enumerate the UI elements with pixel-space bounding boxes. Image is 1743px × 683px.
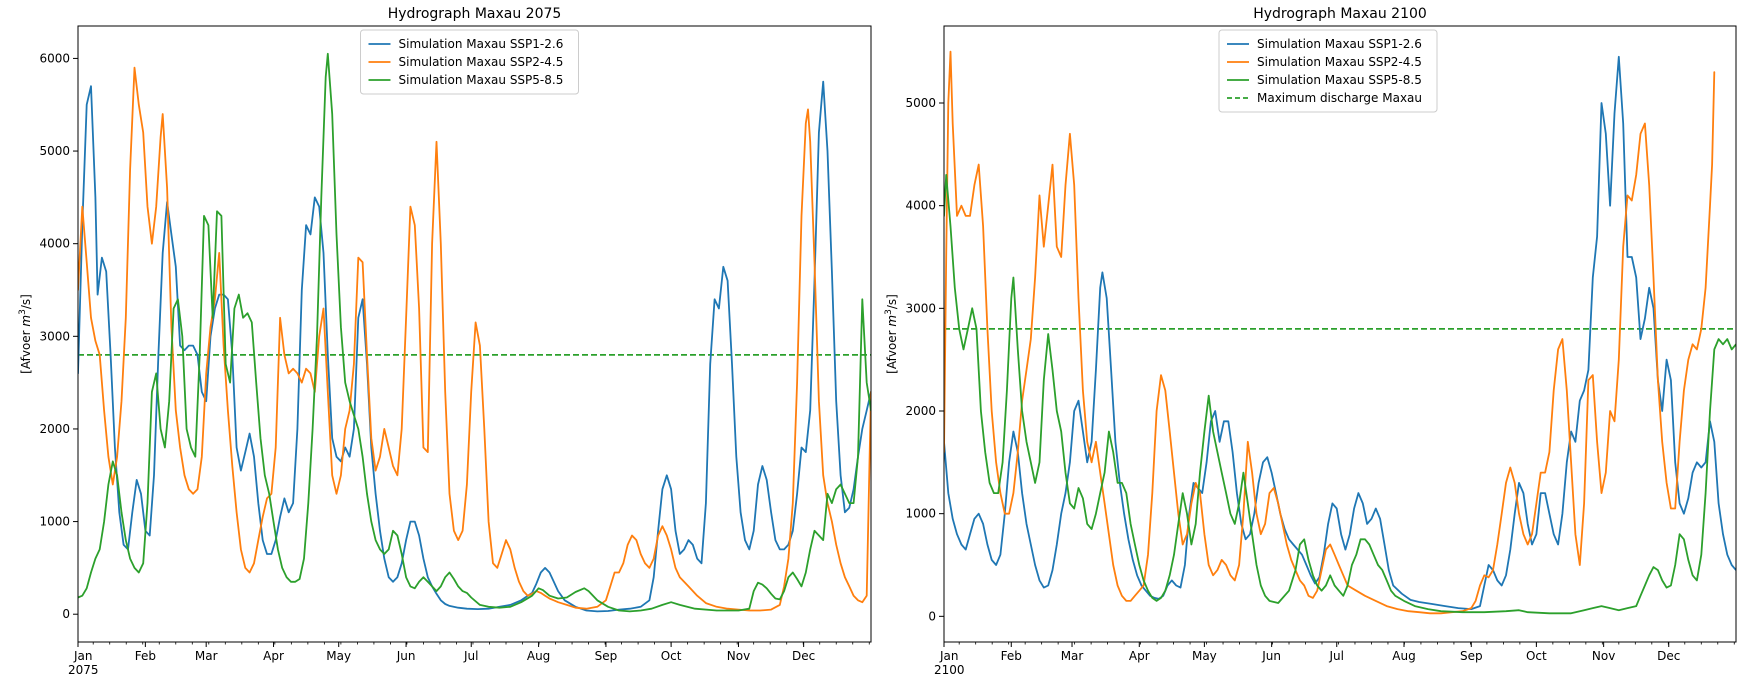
- x-tick-label: Apr: [263, 649, 284, 663]
- x-tick-label: Jan: [73, 649, 93, 663]
- x-tick-label: Nov: [1592, 649, 1615, 663]
- series-line-ssp126: [944, 55, 1736, 610]
- y-axis-label-tail: /s]: [885, 294, 899, 309]
- plot-area: [944, 50, 1736, 615]
- y-tick-label: 1000: [39, 515, 70, 529]
- legend-label-ssp126: Simulation Maxau SSP1-2.6: [1257, 37, 1422, 51]
- y-axis-label-main: [Afvoer: [19, 327, 33, 374]
- y-tick-label: 6000: [39, 51, 70, 65]
- plot-frame: [77, 25, 872, 643]
- y-axis-label-sup: 3: [18, 309, 28, 315]
- y-axis-label-tail: /s]: [19, 294, 33, 309]
- legend: Simulation Maxau SSP1-2.6 Simulation Maxa…: [360, 29, 579, 95]
- y-tick-label: 4000: [905, 199, 936, 213]
- x-tick-year-label: 2075: [68, 663, 99, 677]
- legend: Simulation Maxau SSP1-2.6 Simulation Maxa…: [1218, 29, 1438, 113]
- series-line-ssp245: [944, 50, 1716, 615]
- legend-label-ssp585: Simulation Maxau SSP5-8.5: [1257, 73, 1422, 87]
- x-tick-label: Dec: [1657, 649, 1680, 663]
- legend-box: [1218, 29, 1438, 113]
- x-tick-label: Sep: [1460, 649, 1483, 663]
- x-tick-label: Oct: [1526, 649, 1547, 663]
- x-tick-label: Feb: [135, 649, 156, 663]
- plot-area: [78, 52, 871, 613]
- y-axis-label-sup: 3: [884, 309, 894, 315]
- x-tick-year-label: 2100: [934, 663, 965, 677]
- y-tick-label: 5000: [905, 96, 936, 110]
- x-tick-label: May: [326, 649, 351, 663]
- legend-label-ssp245: Simulation Maxau SSP2-4.5: [399, 55, 564, 69]
- y-tick-label: 0: [928, 609, 936, 623]
- y-axis-label-unit: m: [885, 315, 899, 327]
- x-tick-label: Oct: [661, 649, 682, 663]
- plot-frame: [943, 25, 1737, 643]
- series-line-ssp585: [78, 52, 871, 613]
- x-tick-label: Jun: [396, 649, 416, 663]
- legend-label-ssp585: Simulation Maxau SSP5-8.5: [399, 73, 564, 87]
- x-tick-label: Jan: [939, 649, 959, 663]
- y-tick-label: 2000: [39, 422, 70, 436]
- chart-title: Hydrograph Maxau 2100: [1253, 6, 1427, 22]
- x-tick-label: Jun: [1261, 649, 1281, 663]
- legend-label-ssp126: Simulation Maxau SSP1-2.6: [399, 37, 564, 51]
- y-tick-label: 2000: [905, 404, 936, 418]
- x-tick-label: Jul: [463, 649, 478, 663]
- y-tick-label: 0: [62, 607, 70, 621]
- x-tick-label: Aug: [527, 649, 550, 663]
- y-tick-label: 1000: [905, 507, 936, 521]
- legend-label-ssp245: Simulation Maxau SSP2-4.5: [1257, 55, 1422, 69]
- x-tick-label: Sep: [595, 649, 618, 663]
- x-tick-label: Mar: [195, 649, 218, 663]
- y-axis-label-main: [Afvoer: [885, 327, 899, 374]
- y-tick-label: 4000: [39, 237, 70, 251]
- x-tick-label: Apr: [1129, 649, 1150, 663]
- y-axis-label-unit: m: [19, 315, 33, 327]
- y-tick-label: 3000: [39, 329, 70, 343]
- x-tick-label: May: [1192, 649, 1217, 663]
- series-line-ssp245: [78, 66, 871, 612]
- y-axis-label: [Afvoer m3/s]: [18, 294, 33, 374]
- x-tick-label: Mar: [1061, 649, 1084, 663]
- x-tick-label: Aug: [1392, 649, 1415, 663]
- x-tick-label: Nov: [727, 649, 750, 663]
- x-tick-label: Jul: [1329, 649, 1344, 663]
- legend-label-max: Maximum discharge Maxau: [1257, 91, 1422, 105]
- y-axis-label: [Afvoer m3/s]: [884, 294, 899, 374]
- y-tick-label: 3000: [905, 301, 936, 315]
- legend-box: [360, 29, 579, 95]
- x-tick-label: Feb: [1001, 649, 1022, 663]
- series-line-ssp126: [78, 80, 871, 613]
- series-line-ssp585: [944, 173, 1736, 615]
- y-tick-label: 5000: [39, 144, 70, 158]
- x-tick-label: Dec: [792, 649, 815, 663]
- chart-title: Hydrograph Maxau 2075: [388, 6, 562, 22]
